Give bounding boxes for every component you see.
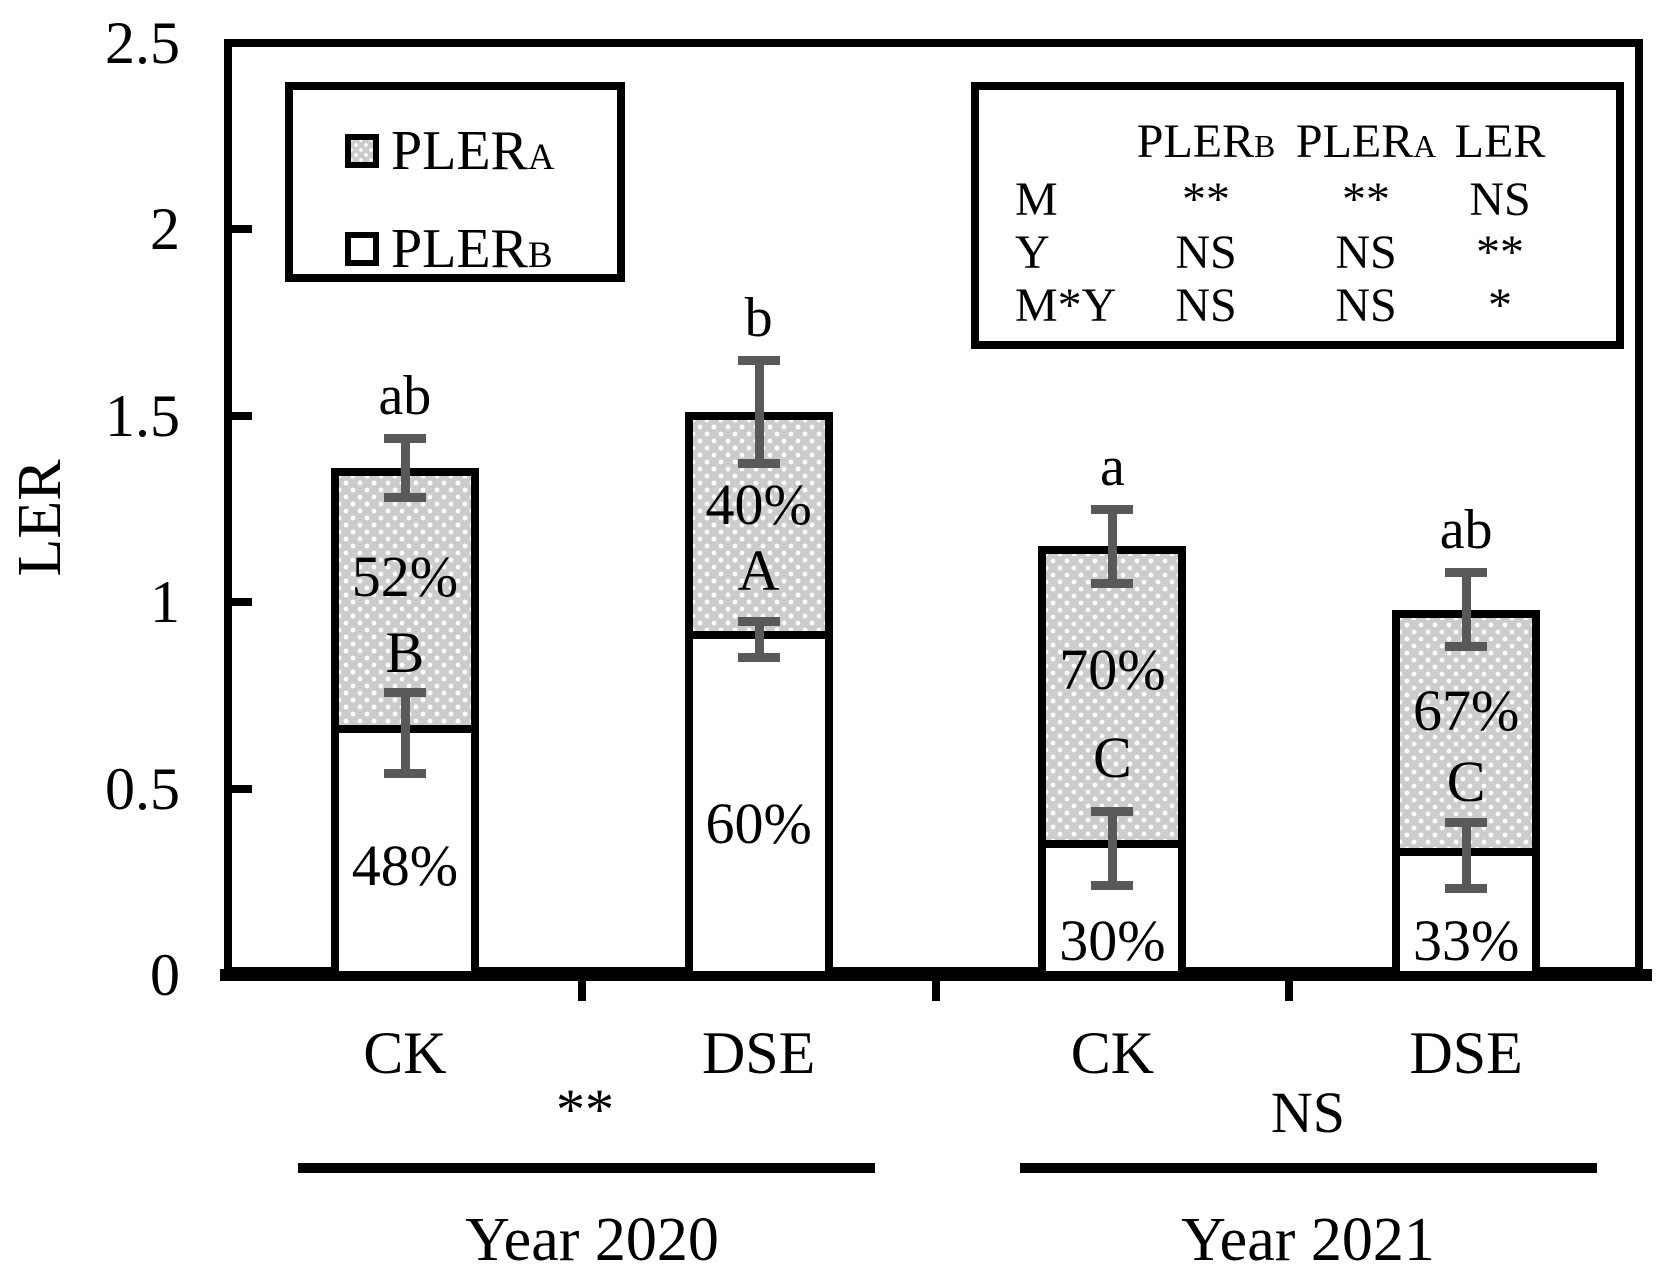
- plera-tukey-letter: B: [385, 620, 425, 686]
- plerb-error-bar-stem: [1108, 810, 1118, 886]
- y-tick-label-2.5: 2.5: [105, 10, 180, 76]
- plera-percent-label: 40%: [705, 472, 812, 538]
- plerb-error-bar-cap-bottom: [1091, 880, 1134, 890]
- x-tick-mark: [1285, 981, 1294, 1001]
- x-category-label-ck: CK: [363, 1020, 447, 1086]
- anova-cell: **: [1476, 226, 1524, 279]
- group-significance-2021: NS: [1270, 1080, 1346, 1145]
- group-significance-2020: **: [556, 1077, 614, 1142]
- anova-row-label: M: [1015, 173, 1058, 226]
- plera-percent-label: 52%: [351, 543, 459, 609]
- total-error-bar-cap-top: [383, 434, 426, 444]
- plerb-error-bar-cap-top: [1091, 806, 1134, 816]
- x-category-label-dse: DSE: [701, 1020, 816, 1086]
- total-error-bar-cap-bottom: [737, 459, 780, 469]
- legend: PLERA PLERB: [285, 82, 625, 282]
- total-error-bar-cap-bottom: [1445, 641, 1488, 651]
- x-tick-mark: [577, 981, 586, 1001]
- group-label-2021: Year 2021: [1181, 1206, 1435, 1274]
- y-tick-mark: [232, 225, 252, 234]
- total-error-bar-cap-top: [1445, 568, 1488, 578]
- bar-dse-1: [684, 412, 833, 979]
- plerb-error-bar-cap-top: [1445, 818, 1488, 828]
- anova-row-label: Y: [1015, 226, 1050, 279]
- plerb-error-bar-stem: [1462, 822, 1472, 890]
- total-sig-letter: a: [1099, 436, 1125, 498]
- total-error-bar-cap-bottom: [383, 492, 426, 502]
- anova-cell: **: [1342, 173, 1390, 226]
- anova-row-label: M*Y: [1015, 279, 1117, 332]
- anova-col-header: PLERA: [1295, 115, 1437, 168]
- y-tick-label-0.5: 0.5: [105, 755, 180, 822]
- y-tick-label-2: 2: [150, 196, 180, 263]
- total-sig-letter: b: [744, 286, 773, 349]
- plerb-error-bar-cap-top: [737, 616, 780, 626]
- bar-dse-3: [1392, 609, 1541, 979]
- plerb-error-bar-cap-bottom: [737, 653, 780, 663]
- plerb-percent-label: 30%: [1059, 908, 1166, 973]
- anova-cell: NS: [1175, 279, 1237, 332]
- bar-ck-2: [1038, 546, 1187, 979]
- plera-percent-label: 70%: [1059, 637, 1166, 703]
- plerb-swatch-icon: [345, 232, 379, 266]
- total-sig-letter: ab: [1439, 499, 1493, 562]
- total-error-bar-stem: [400, 438, 410, 498]
- y-tick-label-1.5: 1.5: [105, 382, 180, 449]
- anova-cell: NS: [1175, 226, 1237, 279]
- y-tick-label-0: 0: [150, 942, 180, 1008]
- plerb-error-bar-cap-bottom: [1445, 884, 1488, 894]
- x-axis-line: [220, 969, 1652, 981]
- anova-col-header: LER: [1454, 115, 1546, 168]
- total-error-bar-cap-bottom: [1091, 578, 1134, 588]
- plera-percent-label: 67%: [1412, 677, 1520, 743]
- y-tick-mark: [232, 411, 252, 420]
- plerb-error-bar-cap-bottom: [383, 768, 426, 778]
- plera-tukey-letter: C: [1093, 724, 1132, 790]
- total-error-bar-stem: [754, 359, 764, 465]
- y-axis-title: LER: [6, 459, 74, 577]
- x-category-label-ck: CK: [1070, 1020, 1155, 1086]
- bar-segment-plera: [338, 475, 471, 733]
- bar-segment-plera: [1400, 617, 1533, 856]
- anova-cell: *: [1488, 279, 1512, 332]
- anova-cell: **: [1182, 173, 1230, 226]
- legend-label-plerb: PLERB: [391, 218, 553, 280]
- anova-table: [971, 82, 1624, 349]
- plerb-percent-label: 33%: [1412, 908, 1520, 973]
- plerb-error-bar-stem: [400, 691, 410, 774]
- group-label-2020: Year 2020: [465, 1206, 719, 1274]
- group-underline-2021: [1020, 1163, 1597, 1173]
- anova-cell: NS: [1335, 226, 1397, 279]
- plerb-error-bar-cap-top: [383, 687, 426, 697]
- bar-segment-plera: [1046, 554, 1179, 849]
- legend-label-plera: PLERA: [391, 120, 555, 182]
- anova-col-header: PLERB: [1136, 115, 1276, 168]
- y-tick-mark: [232, 784, 252, 793]
- anova-cell: NS: [1469, 173, 1531, 226]
- total-error-bar-stem: [1108, 509, 1118, 584]
- x-tick-mark: [931, 981, 940, 1001]
- plerb-error-bar-stem: [754, 620, 764, 659]
- total-error-bar-cap-top: [737, 355, 780, 365]
- plera-swatch-icon: [345, 134, 379, 168]
- total-error-bar-cap-top: [1091, 505, 1134, 514]
- plerb-percent-label: 48%: [351, 832, 459, 898]
- legend-item-plera: PLERA: [345, 123, 555, 179]
- group-underline-2020: [298, 1163, 875, 1173]
- y-tick-label-1: 1: [150, 569, 180, 636]
- total-error-bar-stem: [1462, 572, 1472, 647]
- plerb-percent-label: 60%: [705, 791, 812, 857]
- x-category-label-dse: DSE: [1409, 1020, 1523, 1086]
- plera-tukey-letter: C: [1446, 748, 1486, 814]
- y-tick-mark: [232, 598, 252, 607]
- plera-tukey-letter: A: [737, 538, 780, 604]
- total-sig-letter: ab: [378, 365, 432, 428]
- legend-item-plerb: PLERB: [345, 221, 553, 277]
- anova-cell: NS: [1335, 279, 1397, 332]
